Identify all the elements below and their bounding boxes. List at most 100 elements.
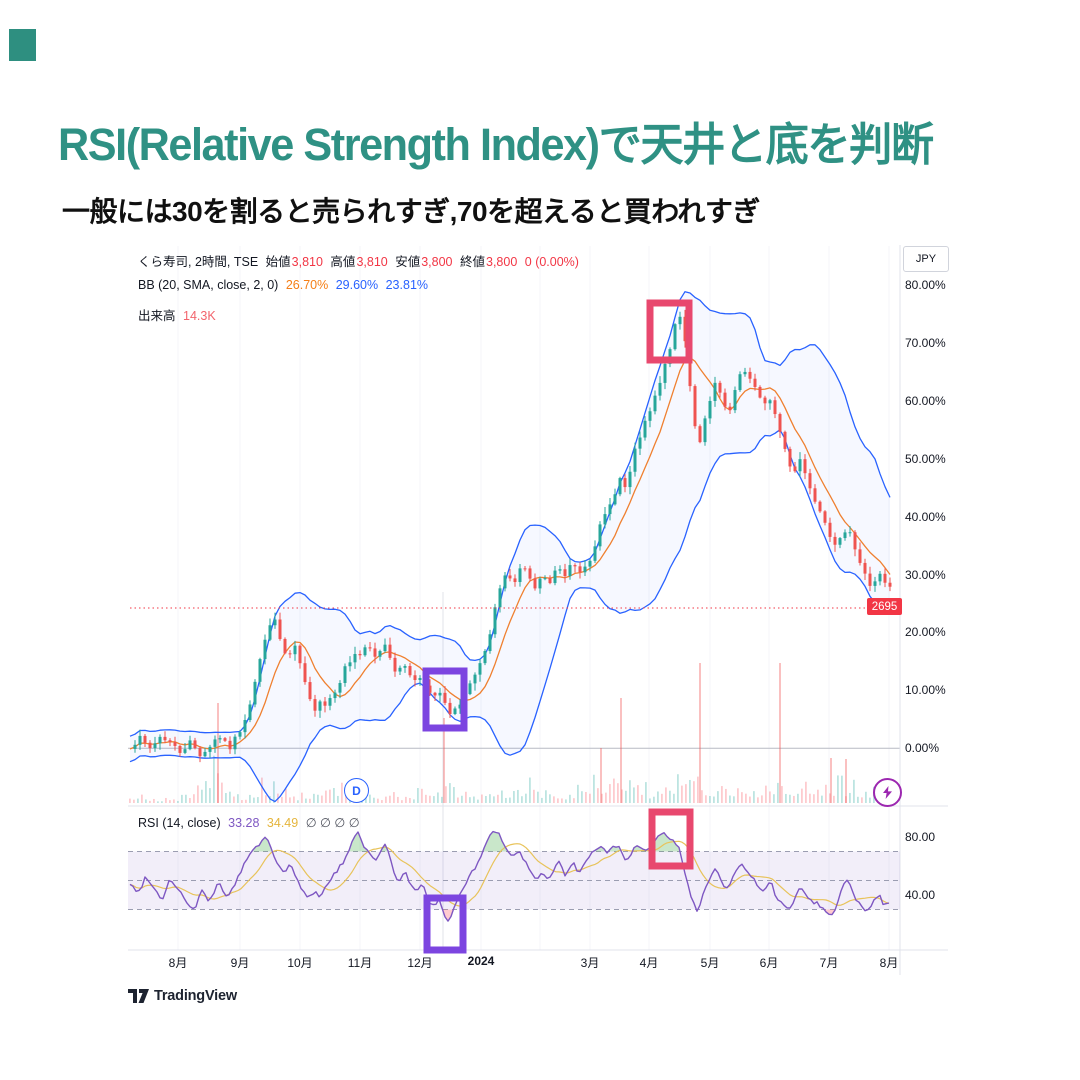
rsi-axis-tick: 40.00: [905, 887, 936, 902]
bb-basis-line: [129, 356, 891, 750]
volume-bar: [157, 801, 159, 803]
bb-basis-value: 26.70%: [285, 278, 329, 292]
candle-body: [313, 699, 317, 711]
volume-legend[interactable]: 出来高 14.3K: [138, 305, 220, 324]
highlight-box-price-top[interactable]: [646, 299, 693, 364]
volume-bar: [557, 798, 559, 803]
candle-body: [493, 607, 497, 635]
candle-body: [373, 648, 377, 657]
rsi-ma-line: [129, 840, 890, 907]
volume-spike: [779, 663, 781, 803]
candle-body: [398, 667, 402, 672]
rsi-legend[interactable]: RSI (14, close) 33.28 34.49 ∅ ∅ ∅ ∅: [138, 815, 364, 830]
dividend-marker-icon[interactable]: D: [344, 778, 369, 803]
tradingview-logo[interactable]: TradingView: [128, 988, 237, 1004]
candle-body: [553, 570, 557, 584]
bb-lower-value: 23.81%: [385, 278, 429, 292]
candle-body: [853, 532, 857, 550]
volume-bar: [385, 796, 387, 803]
volume-bar: [153, 798, 155, 803]
volume-bar: [489, 794, 491, 803]
volume-bar: [845, 796, 847, 803]
candle-body: [663, 363, 667, 383]
candle-body: [293, 645, 297, 655]
lightning-icon[interactable]: [873, 778, 902, 807]
candle-body: [168, 740, 172, 743]
candle-body: [763, 397, 767, 404]
rsi-ma-value: 34.49: [266, 816, 299, 830]
candle-body: [383, 644, 387, 652]
volume-bar: [517, 789, 519, 803]
highlight-box-rsi-top[interactable]: [648, 808, 694, 870]
volume-bar: [509, 797, 511, 803]
highlight-box-rsi-bottom[interactable]: [423, 894, 467, 954]
candle-body: [758, 386, 762, 398]
volume-bar: [289, 797, 291, 803]
volume-bar: [237, 794, 239, 803]
candle-body: [438, 692, 442, 696]
volume-bar: [869, 797, 871, 803]
volume-bar: [441, 796, 443, 803]
volume-bar: [713, 796, 715, 803]
volume-bar: [569, 794, 571, 803]
candle-body: [788, 448, 792, 467]
volume-spike: [845, 759, 847, 803]
volume-bar: [201, 789, 203, 803]
candle-body: [543, 578, 547, 580]
rsi-name: RSI (14, close): [138, 816, 221, 830]
candle-body: [693, 386, 697, 427]
volume-bar: [381, 800, 383, 803]
time-axis-label: 2024: [467, 954, 495, 968]
candle-body: [403, 666, 407, 668]
candle-body: [418, 678, 422, 681]
candle-body: [523, 568, 527, 570]
candle-body: [778, 414, 782, 432]
rsi-axis-tick: 80.00: [905, 830, 936, 844]
bb-legend[interactable]: BB (20, SMA, close, 2, 0) 26.70% 29.60% …: [138, 278, 432, 292]
volume-bar: [541, 797, 543, 803]
volume-bar: [865, 791, 867, 803]
volume-bar: [821, 795, 823, 803]
volume-bar: [161, 801, 163, 803]
candle-body: [573, 565, 577, 567]
time-axis-label: 8月: [168, 956, 188, 970]
time-axis-label: 5月: [700, 956, 720, 970]
volume-bar: [465, 791, 467, 803]
candle-body: [768, 400, 772, 404]
volume-bar: [273, 781, 275, 803]
change-value: 0 (0.00%): [524, 255, 579, 269]
symbol-legend[interactable]: くら寿司, 2時間, TSE 始値3,810 高値3,810 安値3,800 終…: [138, 251, 583, 270]
volume-bar: [165, 797, 167, 803]
candle-body: [308, 682, 312, 700]
price-axis-tick: 30.00%: [905, 567, 946, 582]
volume-bar: [697, 776, 699, 803]
candle-body: [208, 746, 212, 752]
volume-bar: [193, 794, 195, 803]
volume-bar: [249, 794, 251, 803]
currency-button[interactable]: JPY: [903, 246, 949, 272]
volume-bar: [749, 796, 751, 803]
volume-bar: [421, 788, 423, 803]
volume-bar: [205, 781, 207, 803]
time-axis-label: 4月: [639, 956, 659, 970]
candle-body: [813, 488, 817, 502]
volume-bar: [169, 800, 171, 803]
volume-bar: [521, 796, 523, 803]
price-axis-tick: 40.00%: [905, 509, 946, 524]
candle-body: [743, 371, 747, 375]
candle-body: [563, 569, 567, 577]
volume-bar: [261, 777, 263, 803]
volume-bar: [805, 781, 807, 803]
highlight-box-price-bottom[interactable]: [422, 667, 468, 732]
candle-body: [673, 324, 677, 350]
volume-bar: [685, 784, 687, 803]
candle-body: [873, 581, 877, 586]
candle-body: [643, 420, 647, 438]
candle-body: [378, 651, 382, 657]
candle-body: [428, 685, 432, 693]
volume-bar: [265, 795, 267, 803]
volume-bar: [717, 791, 719, 803]
volume-bar: [209, 788, 211, 803]
